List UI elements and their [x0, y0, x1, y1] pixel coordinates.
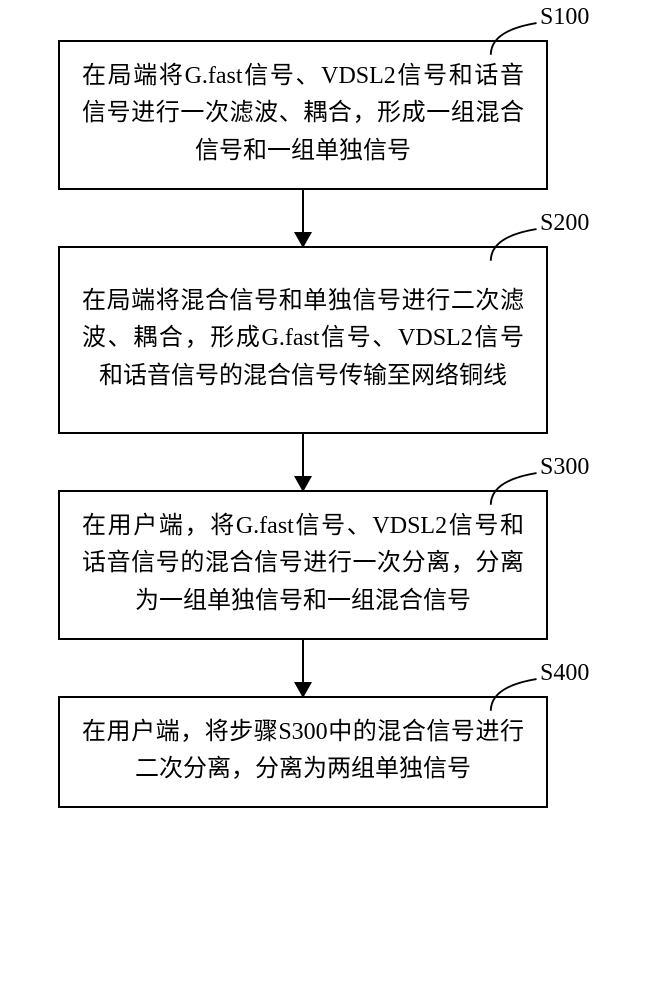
step-text-s300: 在用户端，将G.fast信号、VDSL2信号和话音信号的混合信号进行一次分离，分… [82, 508, 524, 620]
step-wrapper-s300: S300 在用户端，将G.fast信号、VDSL2信号和话音信号的混合信号进行一… [0, 490, 645, 640]
arrow-s200-s300 [58, 434, 548, 490]
label-curve-s300 [488, 466, 544, 510]
label-curve-s200 [488, 222, 544, 266]
step-box-s200: 在局端将混合信号和单独信号进行二次滤波、耦合，形成G.fast信号、VDSL2信… [58, 246, 548, 434]
step-label-s300: S300 [540, 454, 589, 481]
arrow-s300-s400 [58, 640, 548, 696]
step-wrapper-s200: S200 在局端将混合信号和单独信号进行二次滤波、耦合，形成G.fast信号、V… [0, 246, 645, 434]
label-curve-s100 [488, 16, 544, 60]
step-text-s400: 在用户端，将步骤S300中的混合信号进行二次分离，分离为两组单独信号 [82, 714, 524, 788]
flowchart-root: S100 在局端将G.fast信号、VDSL2信号和话音信号进行一次滤波、耦合，… [0, 0, 645, 808]
step-box-s400: 在用户端，将步骤S300中的混合信号进行二次分离，分离为两组单独信号 [58, 696, 548, 808]
step-text-s200: 在局端将混合信号和单独信号进行二次滤波、耦合，形成G.fast信号、VDSL2信… [82, 283, 524, 395]
step-wrapper-s400: S400 在用户端，将步骤S300中的混合信号进行二次分离，分离为两组单独信号 [0, 696, 645, 808]
step-box-s100: 在局端将G.fast信号、VDSL2信号和话音信号进行一次滤波、耦合，形成一组混… [58, 40, 548, 190]
step-box-s300: 在用户端，将G.fast信号、VDSL2信号和话音信号的混合信号进行一次分离，分… [58, 490, 548, 640]
step-text-s100: 在局端将G.fast信号、VDSL2信号和话音信号进行一次滤波、耦合，形成一组混… [82, 58, 524, 170]
step-label-s400: S400 [540, 660, 589, 687]
step-wrapper-s100: S100 在局端将G.fast信号、VDSL2信号和话音信号进行一次滤波、耦合，… [0, 40, 645, 190]
step-label-s100: S100 [540, 4, 589, 31]
step-label-s200: S200 [540, 210, 589, 237]
label-curve-s400 [488, 672, 544, 716]
arrow-s100-s200 [58, 190, 548, 246]
